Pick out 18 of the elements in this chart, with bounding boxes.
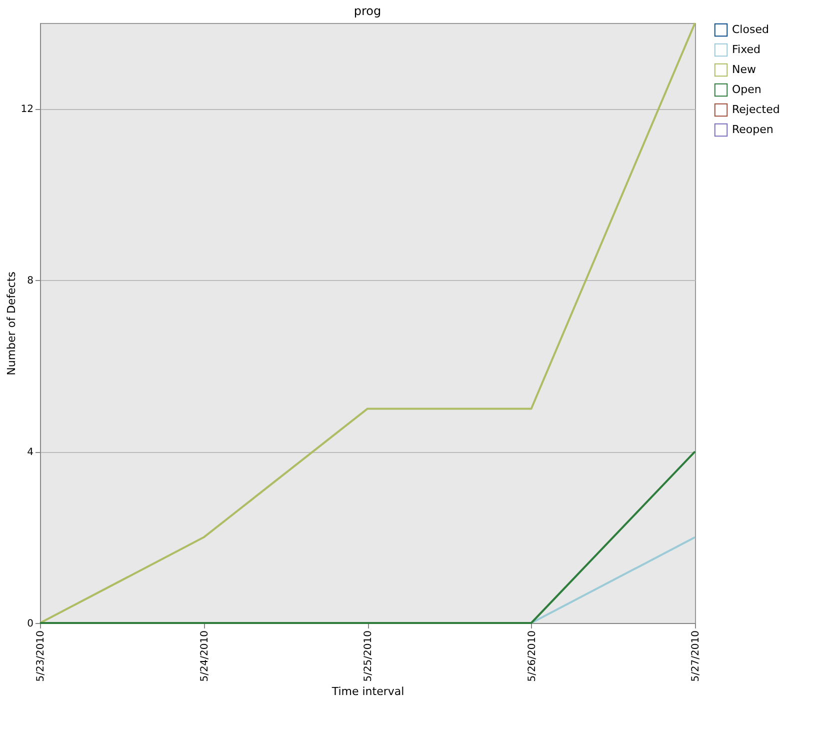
x-tick-label: 5/23/2010	[36, 630, 46, 682]
x-tick-label: 5/25/2010	[363, 630, 374, 682]
chart-title: prog	[354, 4, 382, 18]
y-tick-label: 12	[20, 104, 34, 116]
x-tick-label: 5/27/2010	[690, 630, 702, 682]
legend-label: Closed	[732, 23, 769, 36]
y-tick-label: 4	[27, 447, 34, 458]
y-tick-label: 0	[27, 618, 34, 630]
legend-label: Open	[732, 83, 762, 96]
y-axis-title: Number of Defects	[4, 271, 18, 376]
x-tick-label: 5/26/2010	[526, 630, 538, 682]
legend-label: Reopen	[732, 123, 774, 136]
y-tick-label: 8	[27, 276, 34, 287]
x-axis-title: Time interval	[330, 684, 404, 698]
legend-label: Rejected	[732, 103, 780, 116]
x-tick-label: 5/24/2010	[199, 630, 210, 682]
legend-label: Fixed	[732, 43, 761, 56]
legend-label: New	[732, 63, 756, 76]
